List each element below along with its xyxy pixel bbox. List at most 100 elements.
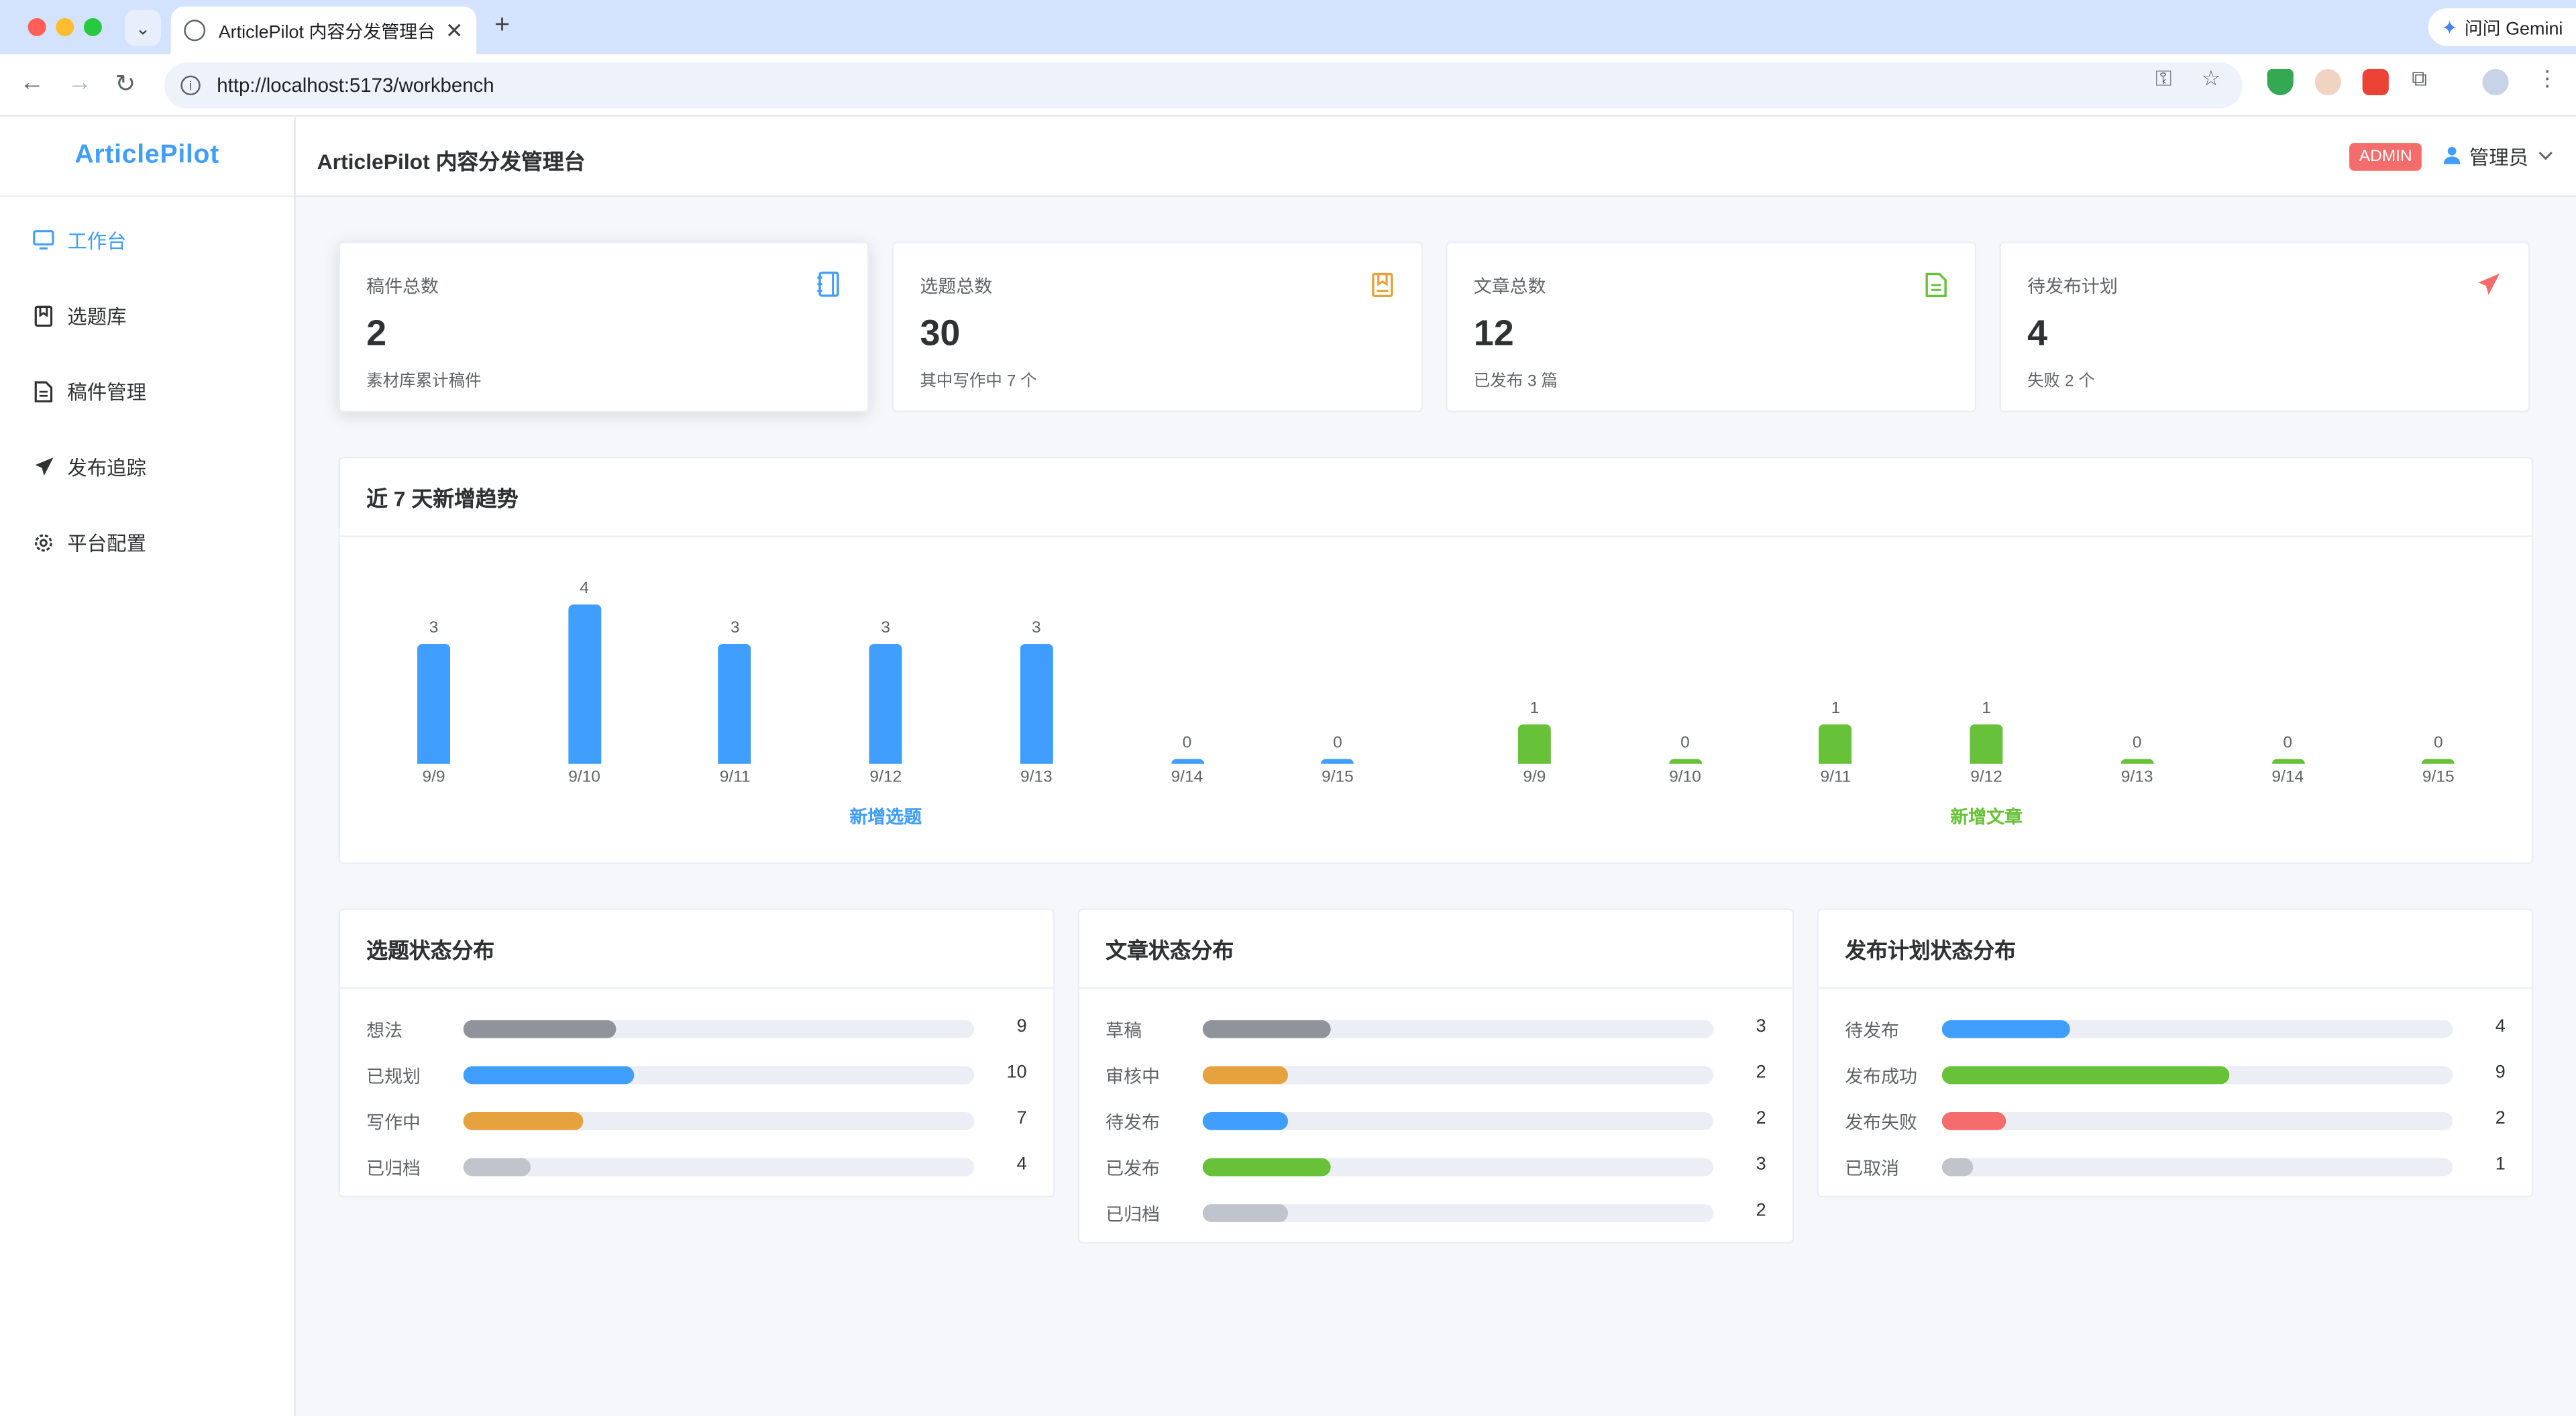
bar-value-label: 3 xyxy=(429,619,439,638)
extension-icon[interactable] xyxy=(2362,68,2389,96)
dist-title: 文章状态分布 xyxy=(1079,910,1792,989)
site-info-icon[interactable]: i xyxy=(180,75,201,96)
progress-track xyxy=(1941,1020,2453,1038)
chevron-down-icon: ⌄ xyxy=(135,19,151,39)
chart-bar[interactable] xyxy=(1321,759,1354,764)
dist-card-publish-plans: 发布计划状态分布 待发布 4 发布成功 9 发布失败 2 已取消 1 xyxy=(1817,908,2534,1198)
bookmark-star-icon[interactable]: ☆ xyxy=(2201,65,2221,91)
stat-label: 选题总数 xyxy=(920,277,993,298)
progress-fill xyxy=(463,1066,634,1085)
send-icon xyxy=(33,456,54,478)
progress-track xyxy=(1202,1158,1714,1177)
chevron-down-icon xyxy=(2538,148,2553,166)
chart-bar[interactable] xyxy=(718,644,752,764)
page-title: ArticlePilot 内容分发管理台 xyxy=(317,149,586,174)
chart-bar[interactable] xyxy=(568,604,601,764)
chart-bar[interactable] xyxy=(1819,724,1852,764)
x-tick-label: 9/14 xyxy=(2271,769,2304,787)
role-badge: ADMIN xyxy=(2349,143,2422,171)
app-logo[interactable]: ArticlePilot xyxy=(0,117,294,197)
address-bar[interactable]: i http://localhost:5173/workbench xyxy=(164,62,2243,109)
sidebar-item-publish-tracking[interactable]: 发布追踪 xyxy=(0,429,294,504)
progress-fill xyxy=(1202,1111,1288,1130)
bar-value-label: 1 xyxy=(1831,699,1841,718)
stat-subtext: 素材库累计稿件 xyxy=(366,372,482,391)
chart-bar[interactable] xyxy=(1170,759,1203,764)
chart-bar[interactable] xyxy=(2422,759,2455,764)
dist-row: 发布失败 2 xyxy=(1819,1097,2532,1144)
shield-extension-icon[interactable] xyxy=(2267,68,2294,96)
bar-value-label: 0 xyxy=(2132,734,2142,753)
progress-fill xyxy=(463,1158,532,1177)
stat-card-manuscripts[interactable]: 稿件总数 2 素材库累计稿件 xyxy=(338,241,869,413)
progress-fill xyxy=(1941,1020,2070,1038)
bar-value-label: 0 xyxy=(1182,734,1192,753)
avatar-extension-icon[interactable] xyxy=(2314,68,2341,96)
x-tick-label: 9/12 xyxy=(1970,769,2002,787)
chart-bar[interactable] xyxy=(2121,759,2154,764)
sidebar-item-workbench[interactable]: 工作台 xyxy=(0,202,294,278)
x-tick-label: 9/11 xyxy=(719,769,751,787)
dist-label: 已归档 xyxy=(366,1159,421,1180)
dist-row: 已取消 1 xyxy=(1819,1144,2532,1190)
chart-bar[interactable] xyxy=(1970,724,2003,764)
dist-row: 已归档 2 xyxy=(1079,1189,1792,1236)
more-menu-icon[interactable]: ⋮ xyxy=(2536,65,2559,91)
window-maximize-button[interactable] xyxy=(83,17,102,36)
new-tab-button[interactable]: + xyxy=(494,11,511,40)
notebook-icon xyxy=(815,271,841,297)
trend-title: 近 7 天新增趋势 xyxy=(339,458,2532,537)
dist-row: 待发布 2 xyxy=(1079,1097,1792,1144)
dist-title: 发布计划状态分布 xyxy=(1819,910,2532,989)
dist-body: 草稿 3 审核中 2 待发布 2 已发布 3 已归档 2 xyxy=(1079,989,1792,1242)
dist-label: 发布失败 xyxy=(1845,1113,1917,1134)
dist-label: 待发布 xyxy=(1106,1113,1160,1134)
stat-card-articles[interactable]: 文章总数 12 已发布 3 篇 xyxy=(1446,241,1977,413)
dist-count: 9 xyxy=(2495,1063,2506,1083)
chart-bar[interactable] xyxy=(1668,759,1702,764)
chart-bar[interactable] xyxy=(2271,759,2304,764)
send-icon xyxy=(2476,271,2502,297)
sidebar-item-platform-config[interactable]: 平台配置 xyxy=(0,504,294,580)
sidebar-item-manuscripts[interactable]: 稿件管理 xyxy=(0,353,294,429)
reload-icon[interactable]: ↻ xyxy=(115,70,136,99)
progress-track xyxy=(1941,1158,2453,1177)
dist-card-topics: 选题状态分布 想法 9 已规划 10 写作中 7 已归档 4 xyxy=(338,908,1055,1198)
bookmark-icon xyxy=(33,305,54,326)
tab-search-button[interactable]: ⌄ xyxy=(125,9,162,46)
dist-row: 写作中 7 xyxy=(340,1097,1053,1144)
window-close-button[interactable] xyxy=(28,17,46,36)
back-arrow-icon[interactable]: ← xyxy=(19,68,45,97)
window-minimize-button[interactable] xyxy=(56,17,74,36)
bar-value-label: 4 xyxy=(580,580,589,598)
dist-label: 已归档 xyxy=(1106,1205,1160,1226)
stat-card-publish-plans[interactable]: 待发布计划 4 失败 2 个 xyxy=(1999,241,2530,413)
browser-tab[interactable]: ArticlePilot 内容分发管理台 ✕ xyxy=(170,6,477,54)
chart-bar[interactable] xyxy=(417,644,451,764)
dist-label: 审核中 xyxy=(1106,1067,1160,1088)
profile-avatar-icon[interactable] xyxy=(2482,68,2509,96)
bar-value-label: 0 xyxy=(1333,734,1342,753)
chart-bar[interactable] xyxy=(1517,724,1551,764)
stat-card-topics[interactable]: 选题总数 30 其中写作中 7 个 xyxy=(892,241,1423,413)
sidebar-item-topics[interactable]: 选题库 xyxy=(0,278,294,353)
progress-track xyxy=(463,1066,975,1085)
puzzle-extensions-icon[interactable]: ⧉ xyxy=(2412,65,2427,91)
x-tick-label: 9/15 xyxy=(2422,769,2455,787)
url-text[interactable]: http://localhost:5173/workbench xyxy=(217,74,494,97)
forward-arrow-icon[interactable]: → xyxy=(67,68,93,97)
dist-row: 已归档 4 xyxy=(340,1144,1053,1190)
stat-label: 稿件总数 xyxy=(366,277,439,298)
chart-bar[interactable] xyxy=(869,644,902,764)
x-tick-label: 9/10 xyxy=(1669,769,1701,787)
stat-label: 文章总数 xyxy=(1473,277,1546,298)
browser-toolbar: ← → ↻ i http://localhost:5173/workbench … xyxy=(0,54,2576,117)
series-caption: 新增文章 xyxy=(1950,808,2023,828)
sidebar-item-label: 平台配置 xyxy=(67,531,146,555)
dist-title: 选题状态分布 xyxy=(339,910,1053,989)
user-menu[interactable]: 管理员 xyxy=(2443,143,2553,171)
close-icon[interactable]: ✕ xyxy=(445,17,464,42)
gemini-button[interactable]: ✦ 问问 Gemini xyxy=(2428,8,2576,46)
password-key-icon[interactable]: ⚿ xyxy=(2155,65,2172,91)
chart-bar[interactable] xyxy=(1020,644,1053,764)
